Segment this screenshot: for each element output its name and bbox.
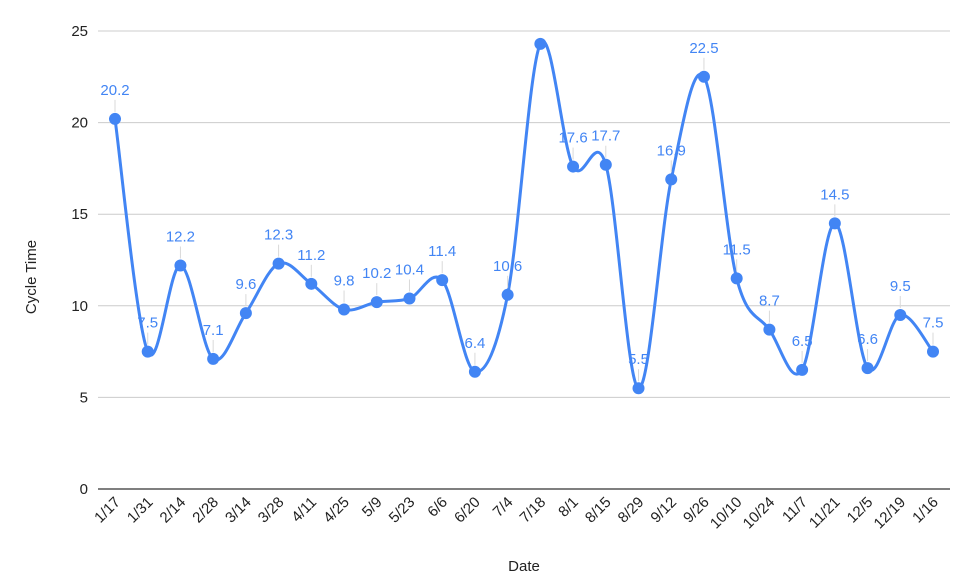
data-point	[534, 37, 547, 50]
x-tick-label: 11/21	[806, 494, 844, 532]
y-tick-label: 25	[71, 23, 88, 40]
data-point	[796, 363, 809, 376]
data-label: 11.2	[297, 247, 325, 264]
x-tick-label: 2/28	[189, 494, 222, 527]
data-label: 9.8	[334, 272, 355, 289]
x-tick-label: 6/20	[451, 494, 484, 527]
data-label: 9.5	[890, 278, 911, 295]
x-tick-label: 2/14	[157, 494, 190, 527]
x-tick-label: 9/12	[647, 494, 680, 527]
x-tick-label: 8/29	[615, 494, 648, 527]
data-label: 5.5	[628, 351, 649, 368]
data-label: 6.6	[857, 331, 878, 348]
x-tick-label: 4/25	[320, 494, 353, 527]
data-label: 17.7	[591, 128, 620, 145]
data-label: 14.5	[820, 186, 849, 203]
data-label: 7.5	[923, 315, 944, 332]
x-tick-label: 4/11	[288, 494, 320, 526]
data-label: 11.4	[428, 243, 456, 260]
data-point	[730, 272, 743, 285]
x-tick-label: 7/18	[517, 494, 550, 527]
data-point	[272, 257, 285, 270]
data-label: 17.6	[558, 130, 587, 147]
data-label: 11.5	[723, 241, 751, 258]
data-point	[567, 160, 580, 173]
data-label: 6.5	[792, 333, 813, 350]
y-tick-label: 15	[71, 206, 88, 223]
data-point	[239, 307, 252, 320]
x-axis-title: Date	[508, 558, 540, 575]
x-tick-label: 1/17	[91, 494, 124, 527]
data-point	[927, 345, 939, 358]
data-labels: 20.2 7.5 12.2 7.1 9.6 12.311.2 9.8 10.2 10.411.4…	[100, 40, 944, 382]
data-point	[436, 274, 449, 287]
data-label: 7.1	[203, 322, 224, 339]
data-point	[174, 259, 187, 272]
data-point	[370, 296, 383, 309]
y-tick-label: 0	[80, 481, 88, 498]
data-point	[305, 277, 318, 290]
data-point	[207, 352, 220, 365]
x-tick-label: 10/24	[740, 494, 779, 533]
x-tick-label: 5/23	[386, 494, 419, 527]
x-tick-label: 12/19	[871, 494, 910, 533]
data-label: 8.7	[759, 293, 780, 310]
data-point	[763, 323, 776, 336]
data-label: 16.9	[657, 142, 686, 159]
data-point	[501, 288, 514, 301]
x-tick-label: 3/28	[255, 494, 288, 527]
y-tick-label: 10	[71, 298, 88, 315]
data-point	[599, 158, 612, 171]
data-point	[141, 345, 154, 358]
data-label: 12.3	[264, 227, 293, 244]
data-label: 10.4	[395, 261, 424, 278]
gridlines	[98, 30, 950, 490]
y-axis-ticks: 0 5 10 15 20 25	[71, 23, 88, 498]
data-label: 7.5	[137, 315, 158, 332]
x-tick-label: 5/9	[359, 494, 386, 521]
data-label: 22.5	[689, 40, 718, 57]
data-point	[894, 308, 907, 321]
y-axis-title: Cycle Time	[23, 240, 40, 314]
data-point	[697, 70, 710, 83]
series-points	[109, 37, 939, 395]
x-tick-label: 1/31	[124, 494, 157, 527]
data-point	[403, 292, 416, 305]
data-label: 20.2	[100, 82, 129, 99]
x-tick-label: 6/6	[424, 494, 451, 521]
x-tick-label: 8/1	[555, 494, 582, 521]
data-point	[632, 382, 645, 395]
x-tick-label: 8/15	[582, 494, 615, 527]
data-label: 6.4	[464, 335, 485, 352]
data-point	[665, 173, 678, 186]
data-label: 10.6	[493, 258, 522, 275]
x-tick-label: 10/10	[707, 494, 746, 533]
data-point	[338, 303, 351, 316]
x-tick-label: 1/16	[909, 494, 942, 527]
y-tick-label: 5	[80, 389, 88, 406]
data-point	[861, 362, 874, 375]
x-axis-ticks: 1/17 1/31 2/14 2/28 3/14 3/28 4/11 4/25 5/9 5/23 6…	[91, 494, 942, 533]
data-label: 9.6	[235, 276, 256, 293]
data-point	[468, 365, 481, 378]
data-point	[109, 112, 121, 125]
data-label: 12.2	[166, 228, 195, 245]
x-tick-label: 7/4	[490, 494, 517, 521]
y-tick-label: 20	[71, 115, 88, 132]
data-label: 10.2	[362, 265, 391, 282]
x-tick-label: 3/14	[222, 494, 255, 527]
data-point	[828, 217, 841, 230]
